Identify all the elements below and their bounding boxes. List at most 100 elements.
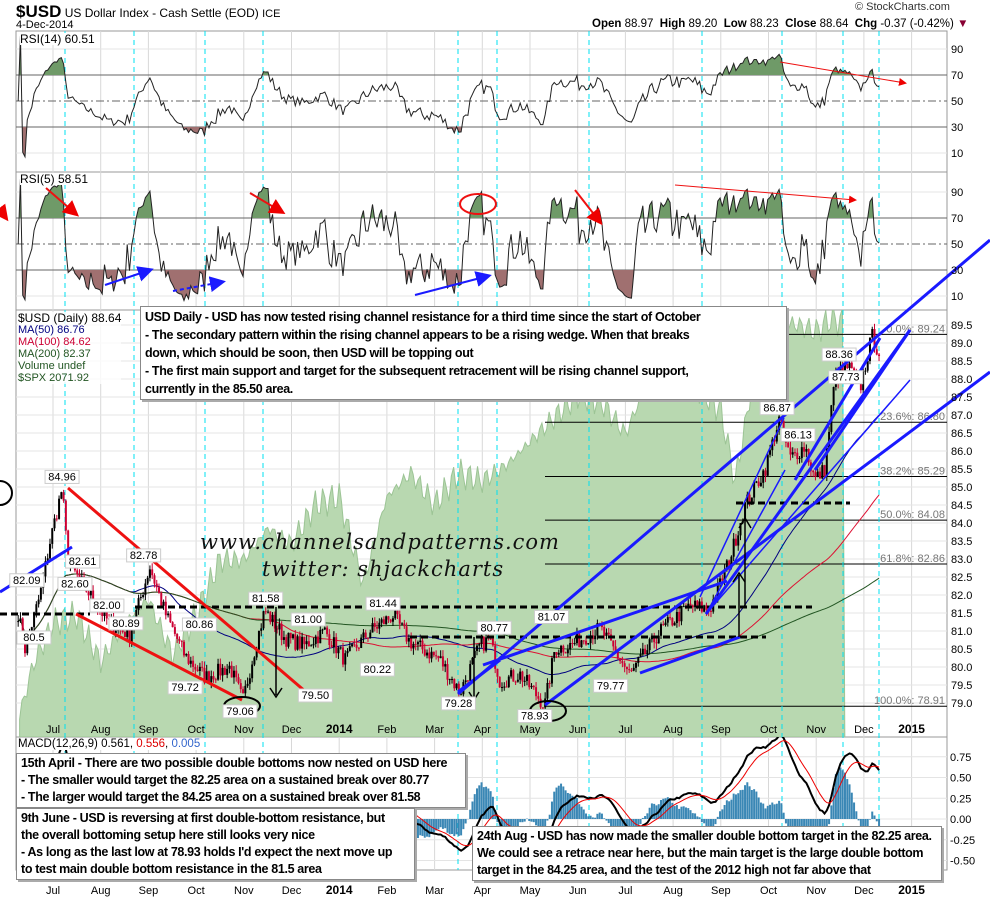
macd-histogram-bar <box>834 774 837 819</box>
price-bar-body <box>126 626 129 637</box>
macd-histogram-bar <box>878 819 881 827</box>
macd-histogram-bar <box>419 819 422 836</box>
price-bar-body <box>850 362 853 369</box>
down-triangle-icon: ▼ <box>957 18 969 30</box>
price-bar-body <box>317 636 320 644</box>
price-bar-body <box>39 587 42 600</box>
x-tick-label: 2014 <box>326 722 353 736</box>
macd-histogram-bar <box>453 819 456 837</box>
price-bar-body <box>525 675 528 681</box>
note-line: target in the 84.25 area, and the test o… <box>477 863 871 877</box>
price-label-box <box>297 688 333 703</box>
price-bar-body <box>480 636 483 644</box>
x-tick-label: Jun <box>569 724 587 736</box>
price-bar-body <box>396 610 399 615</box>
close-value: 88.64 <box>819 18 849 30</box>
price-bar-body <box>766 454 769 476</box>
price-bar-body <box>385 616 388 625</box>
price-bar-body <box>650 635 653 640</box>
price-bar-body <box>155 583 158 588</box>
price-bar-body <box>307 641 310 647</box>
price-bar-body <box>194 666 197 670</box>
price-bar-body <box>353 644 356 646</box>
price-label-box <box>593 678 629 693</box>
price-bar-body <box>737 535 740 546</box>
trendline-apr <box>457 658 501 694</box>
macd-histogram-bar <box>519 819 522 823</box>
macd-histogram-bar <box>462 819 465 830</box>
price-bar-body <box>105 608 108 619</box>
watermark-twitter: twitter: shjackcharts <box>262 557 505 581</box>
price-bar-body <box>192 660 195 667</box>
price-bar-body <box>30 627 33 632</box>
x-tick-label: Aug <box>663 724 683 736</box>
x-tick-label: 2015 <box>898 722 925 736</box>
price-bar-body <box>296 636 299 650</box>
price-bar-body <box>351 644 354 647</box>
price-bar-body <box>485 637 488 651</box>
rsi14-line <box>17 35 880 159</box>
macd-histogram-bar <box>496 819 499 823</box>
macd-histogram-bar <box>691 813 694 819</box>
price-bar-body <box>748 494 751 503</box>
price-tick-label: 83.5 <box>951 536 972 548</box>
macd-histogram-bar <box>737 793 740 819</box>
price-bar-body <box>757 481 760 486</box>
price-bar-body <box>578 633 581 648</box>
price-bar-body <box>585 640 588 645</box>
price-bar-body <box>680 606 683 622</box>
price-bar-body <box>432 651 435 656</box>
price-bar-body <box>123 632 126 637</box>
price-bar-body <box>744 502 747 522</box>
price-bar-body <box>419 640 422 643</box>
price-bar-body <box>507 676 510 687</box>
symbol: $USD <box>16 2 62 21</box>
price-bar-body <box>332 637 335 648</box>
price-bar-body <box>312 643 315 646</box>
rsi5-label: RSI(5) 58.51 <box>20 172 89 186</box>
price-bar-body <box>628 669 631 671</box>
price-bar-body <box>675 611 678 623</box>
legend-volume: Volume undef <box>18 360 86 372</box>
macd-histogram-bar <box>575 798 578 819</box>
macd-histogram-bar <box>723 805 726 819</box>
price-bar-body <box>257 630 260 650</box>
price-bar-body <box>494 645 497 669</box>
price-bar-body <box>391 618 394 622</box>
macd-histogram-bar <box>750 790 753 819</box>
rsi-tick-label: 10 <box>951 148 963 160</box>
price-bar-body <box>242 689 245 694</box>
high-label: High <box>659 18 686 30</box>
price-label: 81.07 <box>538 611 566 623</box>
price-bar-body <box>314 636 317 644</box>
macd-histogram-bar <box>682 806 685 819</box>
price-label-box <box>9 573 45 588</box>
rsi-tick-label: 10 <box>951 291 963 303</box>
price-label-box <box>821 347 857 362</box>
price-label: 82.61 <box>69 556 97 568</box>
macd-histogram-bar <box>696 816 699 819</box>
rsi-tick-label: 90 <box>951 187 963 199</box>
price-bar-body <box>292 634 295 639</box>
macd-histogram-bar <box>746 782 749 819</box>
price-bar-body <box>464 680 467 683</box>
macd-histogram-bar <box>487 788 490 819</box>
price-tick-label: 79.0 <box>951 698 972 710</box>
price-bar-body <box>616 651 619 659</box>
price-bar-body <box>310 645 313 647</box>
macd-histogram-bar <box>464 819 467 824</box>
price-bar-body <box>203 667 206 683</box>
price-bar-body <box>323 627 326 630</box>
macd-histogram-bar <box>514 819 517 830</box>
note-line: - The first main support and target for … <box>145 364 689 378</box>
red-arrow-icon <box>45 187 80 217</box>
price-bar-body <box>128 626 131 642</box>
price-bar-body <box>614 646 617 652</box>
price-bar-body <box>444 664 447 667</box>
macd-histogram-bar <box>553 791 556 819</box>
note-line: USD Daily - USD has now tested rising ch… <box>145 310 701 324</box>
price-bar-body <box>698 601 701 607</box>
price-bar-body <box>523 680 526 682</box>
macd-histogram-bar <box>837 771 840 819</box>
price-bar-body <box>160 592 163 606</box>
